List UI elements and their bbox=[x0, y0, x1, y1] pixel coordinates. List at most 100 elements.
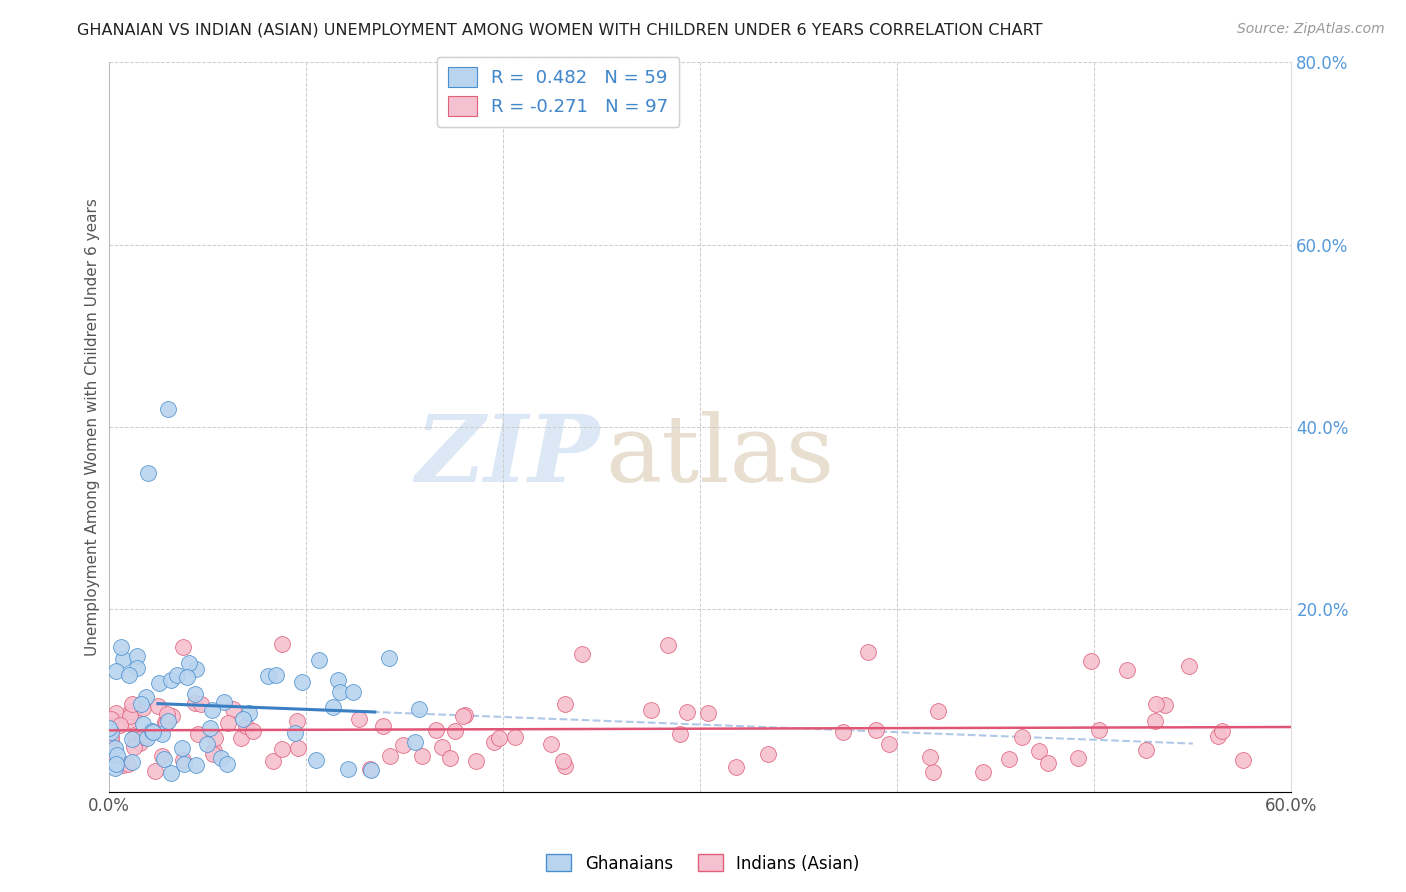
Point bbox=[186, 662, 208, 676]
Point bbox=[125, 660, 148, 674]
Point bbox=[1154, 698, 1177, 713]
Point bbox=[488, 731, 510, 746]
Point bbox=[160, 709, 183, 723]
Point bbox=[408, 701, 430, 715]
Point bbox=[322, 699, 344, 714]
Point bbox=[1067, 751, 1090, 765]
Point bbox=[156, 714, 179, 728]
Point bbox=[131, 697, 153, 711]
Point bbox=[143, 764, 166, 778]
Point bbox=[217, 715, 239, 730]
Point bbox=[1211, 723, 1233, 738]
Point bbox=[187, 727, 209, 741]
Point bbox=[482, 735, 505, 749]
Point bbox=[554, 698, 576, 712]
Point bbox=[128, 736, 150, 750]
Point bbox=[285, 714, 308, 728]
Point bbox=[1178, 658, 1201, 673]
Point bbox=[918, 749, 941, 764]
Point bbox=[184, 696, 207, 710]
Point bbox=[111, 757, 134, 772]
Point bbox=[150, 727, 173, 741]
Point bbox=[304, 753, 326, 767]
Point bbox=[329, 685, 352, 699]
Point bbox=[184, 758, 207, 772]
Point bbox=[142, 725, 165, 739]
Legend: Ghanaians, Indians (Asian): Ghanaians, Indians (Asian) bbox=[540, 847, 866, 880]
Point bbox=[858, 645, 880, 659]
Point bbox=[865, 723, 887, 738]
Point bbox=[554, 758, 576, 772]
Legend: R =  0.482   N = 59, R = -0.271   N = 97: R = 0.482 N = 59, R = -0.271 N = 97 bbox=[437, 56, 679, 127]
Point bbox=[104, 761, 127, 775]
Point bbox=[173, 757, 195, 772]
Point bbox=[195, 737, 218, 751]
Point bbox=[444, 723, 467, 738]
Point bbox=[166, 668, 188, 682]
Point bbox=[104, 664, 127, 678]
Point bbox=[172, 741, 194, 756]
Point bbox=[1135, 742, 1157, 756]
Point bbox=[121, 755, 143, 769]
Point bbox=[100, 712, 122, 726]
Point bbox=[156, 401, 179, 416]
Point bbox=[657, 638, 679, 652]
Point bbox=[328, 673, 350, 688]
Point bbox=[1028, 743, 1050, 757]
Point bbox=[112, 652, 135, 666]
Point bbox=[132, 731, 155, 745]
Y-axis label: Unemployment Among Women with Children Under 6 years: Unemployment Among Women with Children U… bbox=[86, 198, 100, 656]
Point bbox=[131, 701, 153, 715]
Point bbox=[150, 749, 173, 764]
Point bbox=[201, 747, 224, 761]
Point bbox=[425, 723, 447, 737]
Point bbox=[124, 739, 146, 754]
Point bbox=[451, 708, 474, 723]
Point bbox=[198, 721, 221, 735]
Point bbox=[1144, 714, 1167, 729]
Point bbox=[235, 719, 257, 733]
Point bbox=[392, 738, 415, 752]
Point bbox=[291, 675, 314, 690]
Point bbox=[347, 712, 370, 726]
Point bbox=[172, 753, 194, 767]
Point bbox=[204, 744, 226, 758]
Point bbox=[551, 754, 574, 768]
Point bbox=[271, 637, 294, 651]
Point bbox=[669, 727, 692, 741]
Point bbox=[121, 731, 143, 746]
Text: GHANAIAN VS INDIAN (ASIAN) UNEMPLOYMENT AMONG WOMEN WITH CHILDREN UNDER 6 YEARS : GHANAIAN VS INDIAN (ASIAN) UNEMPLOYMENT … bbox=[77, 22, 1043, 37]
Point bbox=[724, 760, 747, 774]
Point bbox=[465, 754, 488, 768]
Point bbox=[238, 706, 260, 721]
Text: ZIP: ZIP bbox=[415, 411, 599, 501]
Point bbox=[105, 706, 128, 721]
Point bbox=[287, 741, 309, 756]
Point bbox=[118, 668, 141, 682]
Point bbox=[156, 707, 179, 722]
Point bbox=[927, 704, 949, 718]
Point bbox=[176, 670, 198, 684]
Point bbox=[184, 687, 207, 701]
Point bbox=[160, 673, 183, 688]
Point bbox=[284, 726, 307, 740]
Point bbox=[1036, 756, 1059, 771]
Point bbox=[359, 763, 381, 777]
Point bbox=[135, 731, 157, 745]
Point bbox=[209, 751, 232, 765]
Point bbox=[108, 718, 131, 732]
Point bbox=[155, 716, 177, 731]
Point bbox=[132, 716, 155, 731]
Point bbox=[98, 721, 121, 735]
Point bbox=[675, 705, 697, 719]
Point bbox=[571, 647, 593, 661]
Point bbox=[1232, 753, 1254, 767]
Point bbox=[122, 705, 145, 719]
Point bbox=[135, 690, 157, 705]
Point bbox=[877, 737, 900, 751]
Point bbox=[98, 744, 121, 758]
Point bbox=[141, 724, 163, 739]
Point bbox=[371, 719, 394, 733]
Point bbox=[242, 723, 264, 738]
Point bbox=[831, 725, 853, 739]
